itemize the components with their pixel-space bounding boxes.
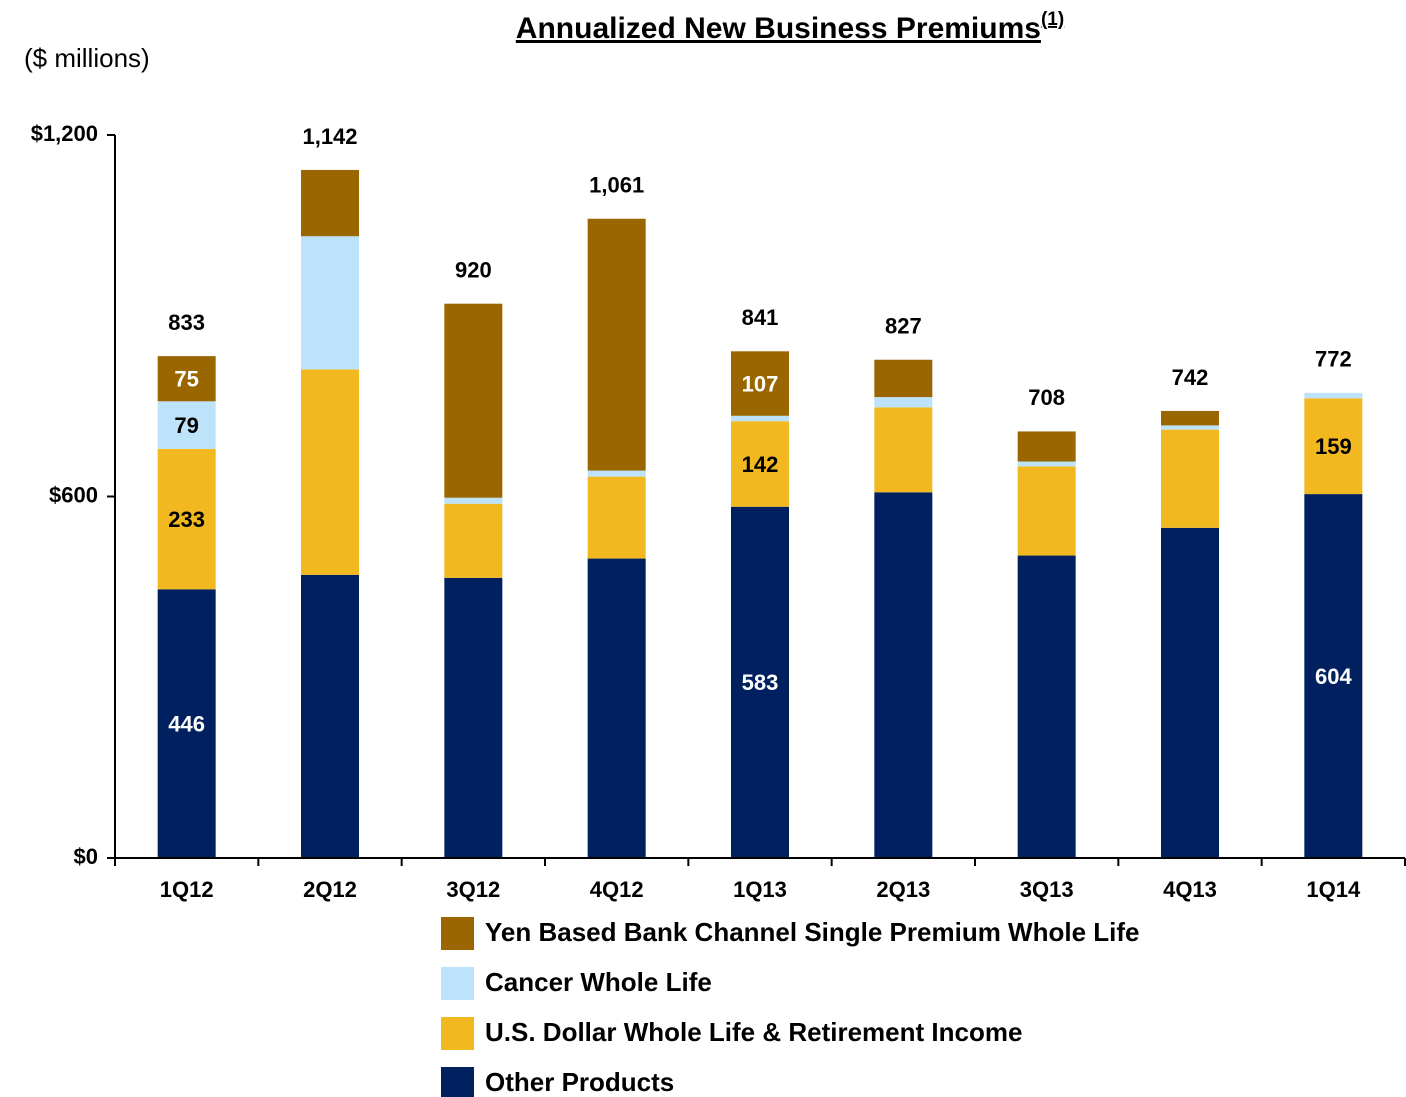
x-tick-label: 1Q14 xyxy=(1306,877,1361,902)
chart-title-text: Annualized New Business Premiums xyxy=(516,12,1041,45)
bar-segment xyxy=(301,236,359,370)
bar-segment xyxy=(444,577,503,858)
legend-swatch xyxy=(441,1017,474,1050)
bar-segment xyxy=(874,397,933,408)
value-label: 79 xyxy=(174,413,198,438)
bar-segment xyxy=(1017,431,1076,462)
total-label: 1,142 xyxy=(302,124,357,149)
bar-segment xyxy=(731,415,789,422)
bar-segment xyxy=(1161,425,1219,430)
bar-segment xyxy=(157,589,216,858)
bar-segment xyxy=(874,407,933,493)
bar-segment xyxy=(444,503,503,578)
total-label: 827 xyxy=(885,314,922,339)
bar-segment xyxy=(1017,466,1076,556)
value-label: 583 xyxy=(742,670,779,695)
value-label: 604 xyxy=(1315,664,1352,689)
value-label: 107 xyxy=(742,371,779,396)
x-tick-label: 4Q12 xyxy=(590,877,644,902)
subtitle: ($ millions) xyxy=(24,43,150,73)
total-label: 708 xyxy=(1028,385,1065,410)
x-tick-label: 1Q13 xyxy=(733,877,787,902)
chart-title: Annualized New Business Premiums(1) xyxy=(516,9,1064,45)
value-label: 142 xyxy=(742,452,779,477)
x-tick-label: 1Q12 xyxy=(160,877,214,902)
x-tick-label: 3Q13 xyxy=(1020,877,1074,902)
bar-segment xyxy=(587,470,646,477)
x-tick-label: 2Q12 xyxy=(303,877,357,902)
total-label: 772 xyxy=(1315,347,1352,372)
total-label: 841 xyxy=(742,305,779,330)
bar-segment xyxy=(1017,461,1076,467)
bar-segment xyxy=(157,401,216,449)
legend-label: Yen Based Bank Channel Single Premium Wh… xyxy=(485,917,1139,947)
legend-label: Other Products xyxy=(485,1067,674,1097)
bar-segment xyxy=(731,421,789,507)
y-tick-label: $600 xyxy=(49,482,98,507)
y-tick-label: $1,200 xyxy=(31,121,98,146)
bar-segment xyxy=(444,497,503,504)
bar-segment xyxy=(731,351,789,416)
bar-segment xyxy=(301,169,359,237)
legend-swatch xyxy=(441,917,474,950)
bar-segment xyxy=(157,356,216,402)
total-label: 833 xyxy=(168,310,205,335)
legend-swatch xyxy=(441,1067,474,1097)
value-label: 159 xyxy=(1315,434,1352,459)
legend-label: Cancer Whole Life xyxy=(485,967,712,997)
bar-segment xyxy=(587,558,646,858)
bar-segment xyxy=(1161,429,1219,528)
total-label: 920 xyxy=(455,258,492,283)
x-tick-label: 3Q12 xyxy=(446,877,500,902)
bar-segment xyxy=(587,476,646,559)
title-note: (1) xyxy=(1041,9,1064,30)
bar-segment xyxy=(1304,398,1363,495)
x-tick-label: 2Q13 xyxy=(876,877,930,902)
bar-segment xyxy=(157,448,216,590)
bar-segment xyxy=(444,303,503,498)
total-label: 742 xyxy=(1172,365,1209,390)
bar-segment xyxy=(301,574,359,858)
value-label: 233 xyxy=(168,507,205,532)
bar-segment xyxy=(1017,555,1076,858)
bar-segment xyxy=(874,359,933,398)
legend-swatch xyxy=(441,967,474,1000)
legend-label: U.S. Dollar Whole Life & Retirement Inco… xyxy=(485,1017,1022,1047)
bar-segment xyxy=(1161,410,1219,426)
bar-segment xyxy=(1161,527,1219,858)
bar-segment xyxy=(301,369,359,575)
x-tick-label: 4Q13 xyxy=(1163,877,1217,902)
bar-segment xyxy=(1304,494,1363,858)
total-label: 1,061 xyxy=(589,173,644,198)
bar-segment xyxy=(1304,392,1363,399)
value-label: 446 xyxy=(168,711,205,736)
bar-segment xyxy=(874,492,933,858)
value-label: 75 xyxy=(174,367,198,392)
bar-segment xyxy=(587,218,646,471)
bar-segment xyxy=(731,506,789,858)
y-tick-label: $0 xyxy=(74,844,98,869)
